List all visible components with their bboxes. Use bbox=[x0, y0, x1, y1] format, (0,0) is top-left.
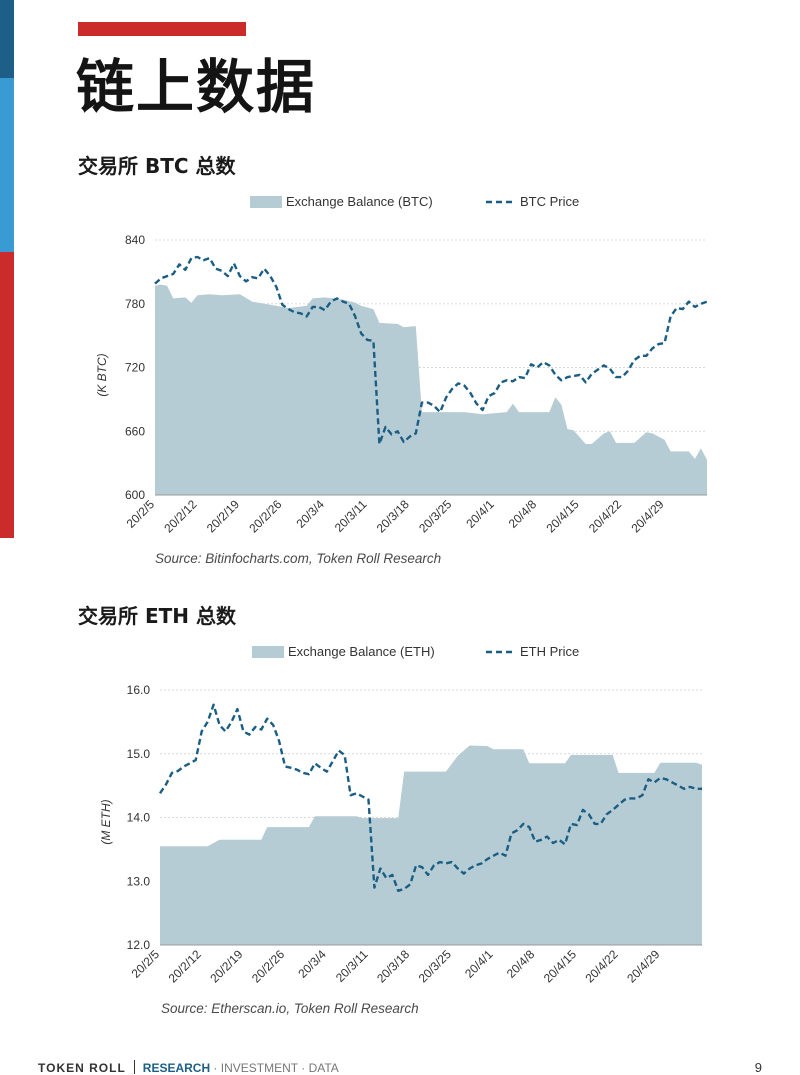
btc-exchange-chart: Exchange Balance (BTC) BTC Price (K BTC)… bbox=[95, 194, 708, 535]
price-line bbox=[159, 703, 702, 892]
exchange-balance-area bbox=[160, 745, 702, 945]
x-tick-label: 20/3/4 bbox=[293, 497, 327, 531]
side-accent-dark bbox=[0, 0, 14, 78]
y-tick-label: 720 bbox=[125, 361, 145, 375]
chart-heading-btc: 交易所 BTC 总数 bbox=[78, 154, 236, 178]
side-accent-red bbox=[0, 252, 14, 538]
x-tick-label: 20/4/22 bbox=[586, 497, 624, 535]
x-tick-label: 20/4/29 bbox=[628, 497, 666, 535]
x-tick-label: 20/2/26 bbox=[249, 947, 287, 985]
y-tick-label: 600 bbox=[125, 488, 145, 502]
y-tick-label: 780 bbox=[125, 297, 145, 311]
chart-legend: Exchange Balance (ETH) ETH Price bbox=[252, 644, 579, 659]
page-title: 链上数据 bbox=[76, 53, 317, 121]
title-accent-bar bbox=[78, 22, 246, 36]
x-tick-label: 20/3/25 bbox=[416, 947, 454, 985]
side-accent-blue bbox=[0, 78, 14, 252]
x-tick-label: 20/4/22 bbox=[583, 947, 621, 985]
eth-exchange-chart: Exchange Balance (ETH) ETH Price (M ETH)… bbox=[99, 644, 702, 985]
chart-legend: Exchange Balance (BTC) BTC Price bbox=[250, 194, 579, 209]
y-axis-label: (K BTC) bbox=[95, 353, 109, 396]
y-axis-label: (M ETH) bbox=[99, 799, 113, 844]
x-tick-label: 20/4/8 bbox=[504, 947, 538, 981]
chart-source-eth: Source: Etherscan.io, Token Roll Researc… bbox=[161, 1001, 419, 1016]
x-tick-label: 20/3/11 bbox=[333, 947, 371, 985]
x-tick-label: 20/4/1 bbox=[463, 497, 497, 531]
legend-line-label: ETH Price bbox=[520, 644, 579, 659]
x-tick-label: 20/2/19 bbox=[204, 497, 242, 535]
y-tick-label: 14.0 bbox=[127, 811, 151, 825]
x-tick-label: 20/4/15 bbox=[544, 497, 582, 535]
y-tick-label: 16.0 bbox=[127, 683, 151, 697]
x-tick-label: 20/2/5 bbox=[124, 497, 158, 531]
footer-tagline: · INVESTMENT · DATA bbox=[213, 1061, 339, 1075]
x-tick-label: 20/3/11 bbox=[332, 497, 370, 535]
y-tick-label: 12.0 bbox=[127, 938, 151, 952]
x-tick-label: 20/4/15 bbox=[541, 947, 579, 985]
legend-area-label: Exchange Balance (ETH) bbox=[288, 644, 435, 659]
page-number: 9 bbox=[754, 1060, 762, 1075]
x-tick-label: 20/4/8 bbox=[506, 497, 540, 531]
footer-brand: TOKEN ROLL bbox=[38, 1061, 126, 1075]
x-tick-label: 20/2/19 bbox=[207, 947, 245, 985]
x-tick-label: 20/2/12 bbox=[161, 497, 199, 535]
x-tick-label: 20/3/25 bbox=[416, 497, 454, 535]
legend-area-label: Exchange Balance (BTC) bbox=[286, 194, 433, 209]
price-line bbox=[154, 255, 708, 446]
y-tick-label: 13.0 bbox=[127, 874, 151, 888]
chart-source-btc: Source: Bitinfocharts.com, Token Roll Re… bbox=[155, 551, 442, 566]
legend-area-swatch bbox=[250, 196, 282, 208]
x-tick-label: 20/4/1 bbox=[462, 947, 496, 981]
legend-area-swatch bbox=[252, 646, 284, 658]
x-tick-label: 20/2/26 bbox=[246, 497, 284, 535]
chart-heading-eth: 交易所 ETH 总数 bbox=[78, 604, 236, 628]
x-tick-label: 20/2/5 bbox=[129, 947, 163, 981]
y-tick-label: 660 bbox=[125, 424, 145, 438]
exchange-balance-area bbox=[155, 284, 707, 495]
x-tick-label: 20/3/18 bbox=[374, 947, 412, 985]
x-tick-label: 20/3/4 bbox=[295, 947, 329, 981]
legend-line-label: BTC Price bbox=[520, 194, 579, 209]
footer-section: RESEARCH bbox=[142, 1061, 211, 1075]
x-tick-label: 20/4/29 bbox=[624, 947, 662, 985]
y-tick-label: 15.0 bbox=[127, 747, 151, 761]
page-footer: TOKEN ROLL RESEARCH · INVESTMENT · DATA bbox=[38, 1060, 339, 1075]
footer-divider bbox=[133, 1060, 135, 1074]
x-tick-label: 20/2/12 bbox=[166, 947, 204, 985]
y-tick-label: 840 bbox=[125, 233, 145, 247]
x-tick-label: 20/3/18 bbox=[374, 497, 412, 535]
